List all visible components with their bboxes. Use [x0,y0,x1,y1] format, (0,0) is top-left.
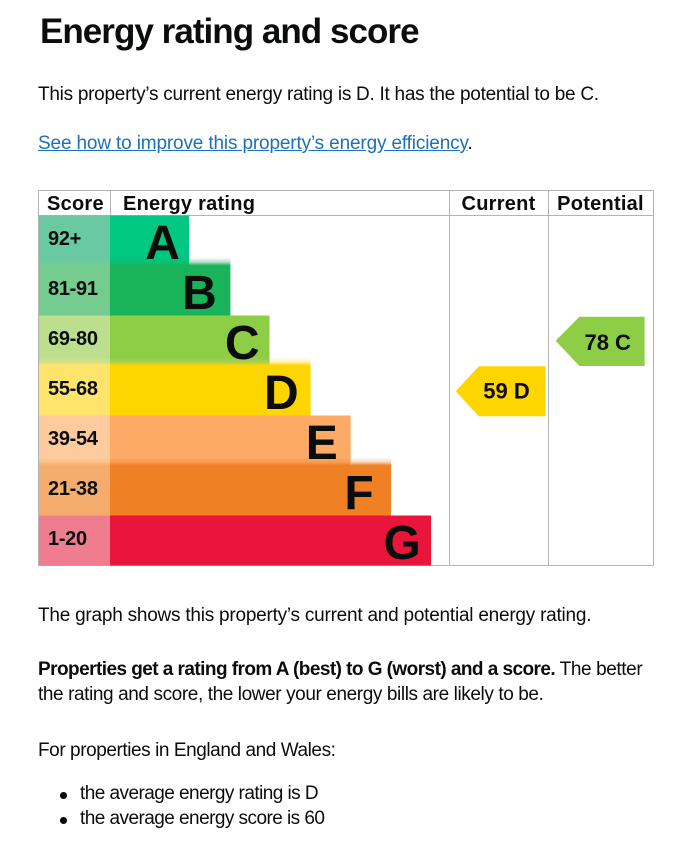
svg-text:69-80: 69-80 [48,328,98,350]
svg-text:A: A [145,217,180,270]
svg-text:59 D: 59 D [483,379,529,404]
svg-text:78 C: 78 C [584,330,631,355]
svg-text:E: E [306,417,338,470]
svg-text:Current: Current [462,193,536,215]
svg-text:C: C [225,317,260,370]
svg-text:Score: Score [47,193,104,215]
svg-text:39-54: 39-54 [48,428,99,450]
svg-text:D: D [264,367,299,420]
svg-text:G: G [384,517,421,566]
svg-text:92+: 92+ [48,228,81,250]
svg-text:21-38: 21-38 [48,478,98,500]
svg-text:55-68: 55-68 [48,378,98,400]
svg-text:Energy rating: Energy rating [123,193,255,215]
svg-text:Potential: Potential [557,193,644,215]
svg-text:F: F [344,467,373,520]
svg-text:B: B [182,267,217,320]
svg-text:1-20: 1-20 [48,528,87,550]
svg-text:81-91: 81-91 [48,278,98,300]
